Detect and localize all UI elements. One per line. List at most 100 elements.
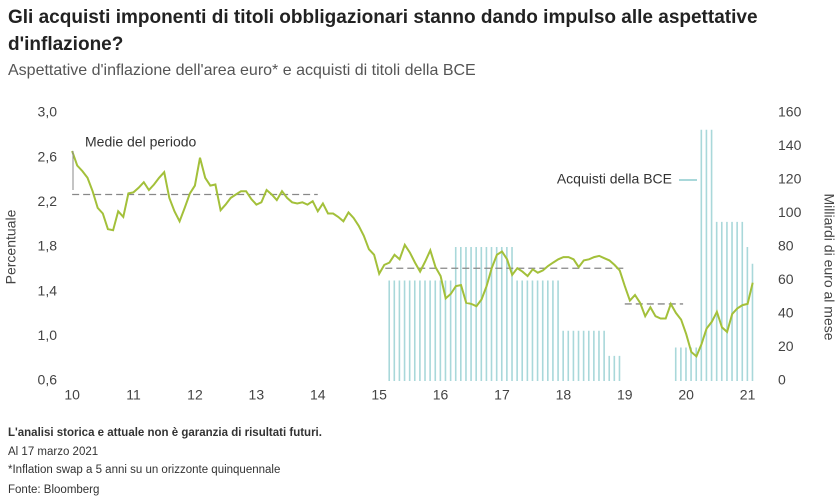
bar	[562, 330, 564, 381]
bar	[608, 355, 611, 381]
bar	[685, 347, 687, 381]
bar	[726, 221, 728, 381]
bar	[490, 247, 493, 381]
bar	[751, 263, 754, 381]
chart-subtitle: Aspettative d'inflazione dell'area euro*…	[8, 62, 476, 79]
y-tick-label: 2,6	[38, 148, 58, 164]
source: Fonte: Bloomberg	[8, 484, 100, 496]
bar	[454, 247, 457, 381]
bar	[603, 330, 605, 381]
bar	[680, 347, 682, 381]
bar	[705, 129, 708, 381]
bar	[460, 247, 462, 381]
bar	[485, 247, 488, 381]
bar	[516, 280, 518, 381]
bar	[552, 280, 554, 381]
bar	[690, 347, 692, 381]
y-axis-label: Percentuale	[3, 209, 19, 284]
bar	[465, 247, 467, 381]
annotation: Medie del periodo	[85, 134, 197, 150]
x-tick-label: 15	[371, 387, 387, 403]
x-tick-label: 18	[556, 387, 572, 403]
bar	[506, 247, 508, 381]
y-tick-label: 1,4	[38, 282, 58, 298]
bar	[424, 280, 426, 381]
y2-tick-label: 140	[778, 137, 802, 153]
bar	[511, 247, 513, 381]
y2-tick-label: 60	[778, 271, 794, 287]
bar	[536, 280, 539, 381]
bar	[582, 330, 585, 381]
y2-tick-label: 100	[778, 204, 802, 220]
bar	[715, 221, 718, 381]
bar	[393, 280, 396, 381]
bar	[470, 247, 472, 381]
bar	[567, 330, 570, 381]
bar	[613, 355, 616, 381]
bar	[480, 247, 483, 381]
bar	[408, 280, 411, 381]
x-tick-label: 11	[126, 387, 141, 403]
bar	[598, 330, 600, 381]
bar	[398, 280, 401, 381]
bar	[741, 221, 744, 381]
bar	[557, 280, 559, 381]
bar	[736, 221, 738, 381]
x-tick-label: 21	[740, 387, 756, 403]
legend-label: Acquisti della BCE	[557, 171, 672, 187]
y-tick-label: 2,2	[38, 193, 58, 209]
bar	[521, 280, 524, 381]
bar	[495, 247, 498, 381]
disclaimer: L'analisi storica e attuale non è garanz…	[8, 427, 322, 439]
bar	[526, 280, 529, 381]
y2-tick-label: 160	[778, 104, 802, 120]
y2-tick-label: 80	[778, 238, 794, 254]
bar	[531, 280, 534, 381]
y2-tick-label: 20	[778, 338, 794, 354]
bar	[419, 280, 421, 381]
x-tick-label: 16	[433, 387, 449, 403]
bar	[429, 280, 431, 381]
bar	[449, 280, 452, 381]
bar	[434, 280, 437, 381]
x-tick-label: 20	[678, 387, 694, 403]
bar	[572, 330, 575, 381]
bar	[710, 129, 713, 381]
y2-tick-label: 40	[778, 305, 794, 321]
bar	[593, 330, 595, 381]
y2-tick-label: 120	[778, 171, 802, 187]
bar	[541, 280, 544, 381]
bar	[720, 221, 723, 381]
bar	[731, 221, 733, 381]
footnote: *Inflation swap a 5 anni su un orizzonte…	[8, 464, 281, 476]
date-note: Al 17 marzo 2021	[8, 446, 99, 458]
x-tick-label: 10	[64, 387, 80, 403]
bar	[403, 280, 406, 381]
x-tick-label: 13	[249, 387, 265, 403]
bar	[475, 247, 477, 381]
bar	[700, 129, 703, 381]
bar	[547, 280, 549, 381]
x-tick-label: 14	[310, 387, 326, 403]
y2-axis-label: Milliardi di euro al mese	[821, 193, 837, 340]
x-tick-label: 17	[494, 387, 510, 403]
bar	[674, 347, 677, 381]
bar	[413, 280, 416, 381]
chart-title: Gli acquisti imponenti di titoli obbliga…	[8, 7, 758, 55]
x-tick-label: 19	[617, 387, 633, 403]
y-tick-label: 1,8	[38, 238, 58, 254]
bar	[500, 247, 503, 381]
bar	[388, 280, 391, 381]
bar	[577, 330, 580, 381]
y-tick-label: 1,0	[38, 327, 58, 343]
x-tick-label: 12	[187, 387, 203, 403]
y-tick-label: 3,0	[38, 104, 58, 120]
y2-tick-label: 0	[778, 372, 786, 388]
bar	[746, 247, 749, 381]
bar	[439, 280, 442, 381]
chart: 0,6 1,0 1,4 1,8 2,2 2,6 3,0 0 20 40 60 80 100 120 140 1…	[3, 104, 838, 403]
bar	[695, 347, 698, 381]
bar	[618, 355, 621, 381]
y-tick-label: 0,6	[38, 372, 58, 388]
